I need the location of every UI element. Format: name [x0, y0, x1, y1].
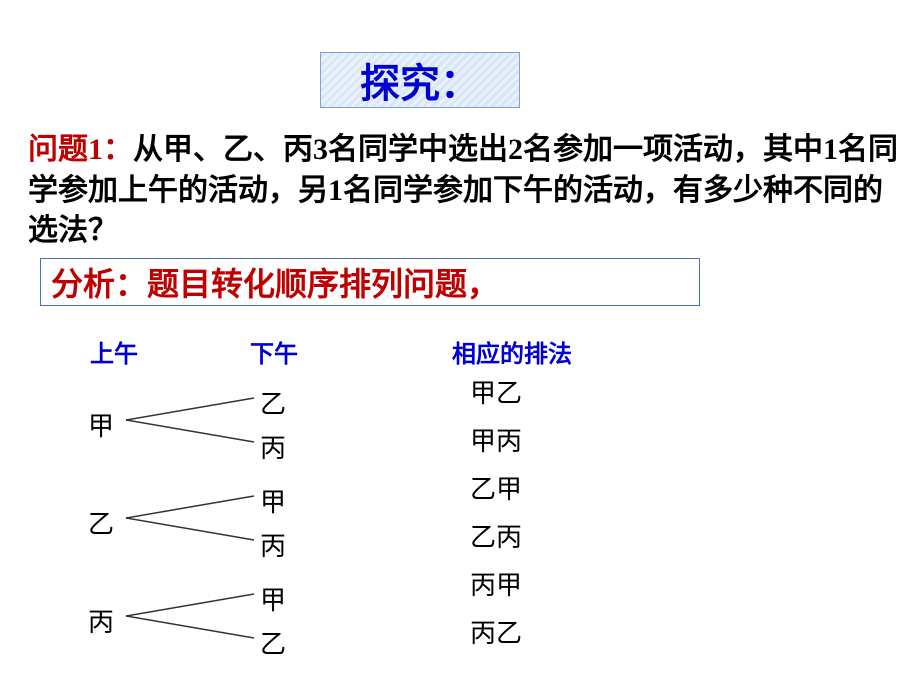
tree-root: 甲	[88, 406, 114, 443]
result-item: 乙丙	[470, 514, 522, 562]
tree-leaf: 甲	[260, 580, 286, 617]
col-header-afternoon: 下午	[250, 334, 298, 369]
result-item: 乙甲	[470, 466, 522, 514]
tree-leaf: 乙	[260, 624, 286, 661]
analysis-box: 分析：题目转化顺序排列问题，	[40, 258, 700, 306]
col-header-morning: 上午	[90, 334, 138, 369]
problem-text: 问题1：从甲、乙、丙3名同学中选出2名参加一项活动，其中1名同学参加上午的活动，…	[28, 130, 898, 252]
tree-diagram: 甲乙丙乙甲丙丙甲乙	[70, 370, 330, 670]
tree-root: 丙	[88, 602, 114, 639]
analysis-text: 分析：题目转化顺序排列问题，	[51, 259, 499, 305]
result-item: 甲乙	[470, 370, 522, 418]
problem-label: 问题1：	[28, 133, 133, 166]
tree-leaf: 乙	[260, 384, 286, 421]
tree-leaf: 丙	[260, 526, 286, 563]
col-header-result: 相应的排法	[452, 334, 572, 369]
title-box: 探究：	[320, 52, 520, 108]
result-item: 丙乙	[470, 610, 522, 658]
results-list: 甲乙甲丙乙甲乙丙丙甲丙乙	[470, 370, 522, 659]
result-item: 甲丙	[470, 418, 522, 466]
tree-leaf: 丙	[260, 428, 286, 465]
title-text: 探究：	[360, 51, 480, 109]
tree-root: 乙	[88, 504, 114, 541]
problem-body: 从甲、乙、丙3名同学中选出2名参加一项活动，其中1名同学参加上午的活动，另1名同…	[28, 133, 898, 247]
tree-leaf: 甲	[260, 482, 286, 519]
result-item: 丙甲	[470, 562, 522, 610]
